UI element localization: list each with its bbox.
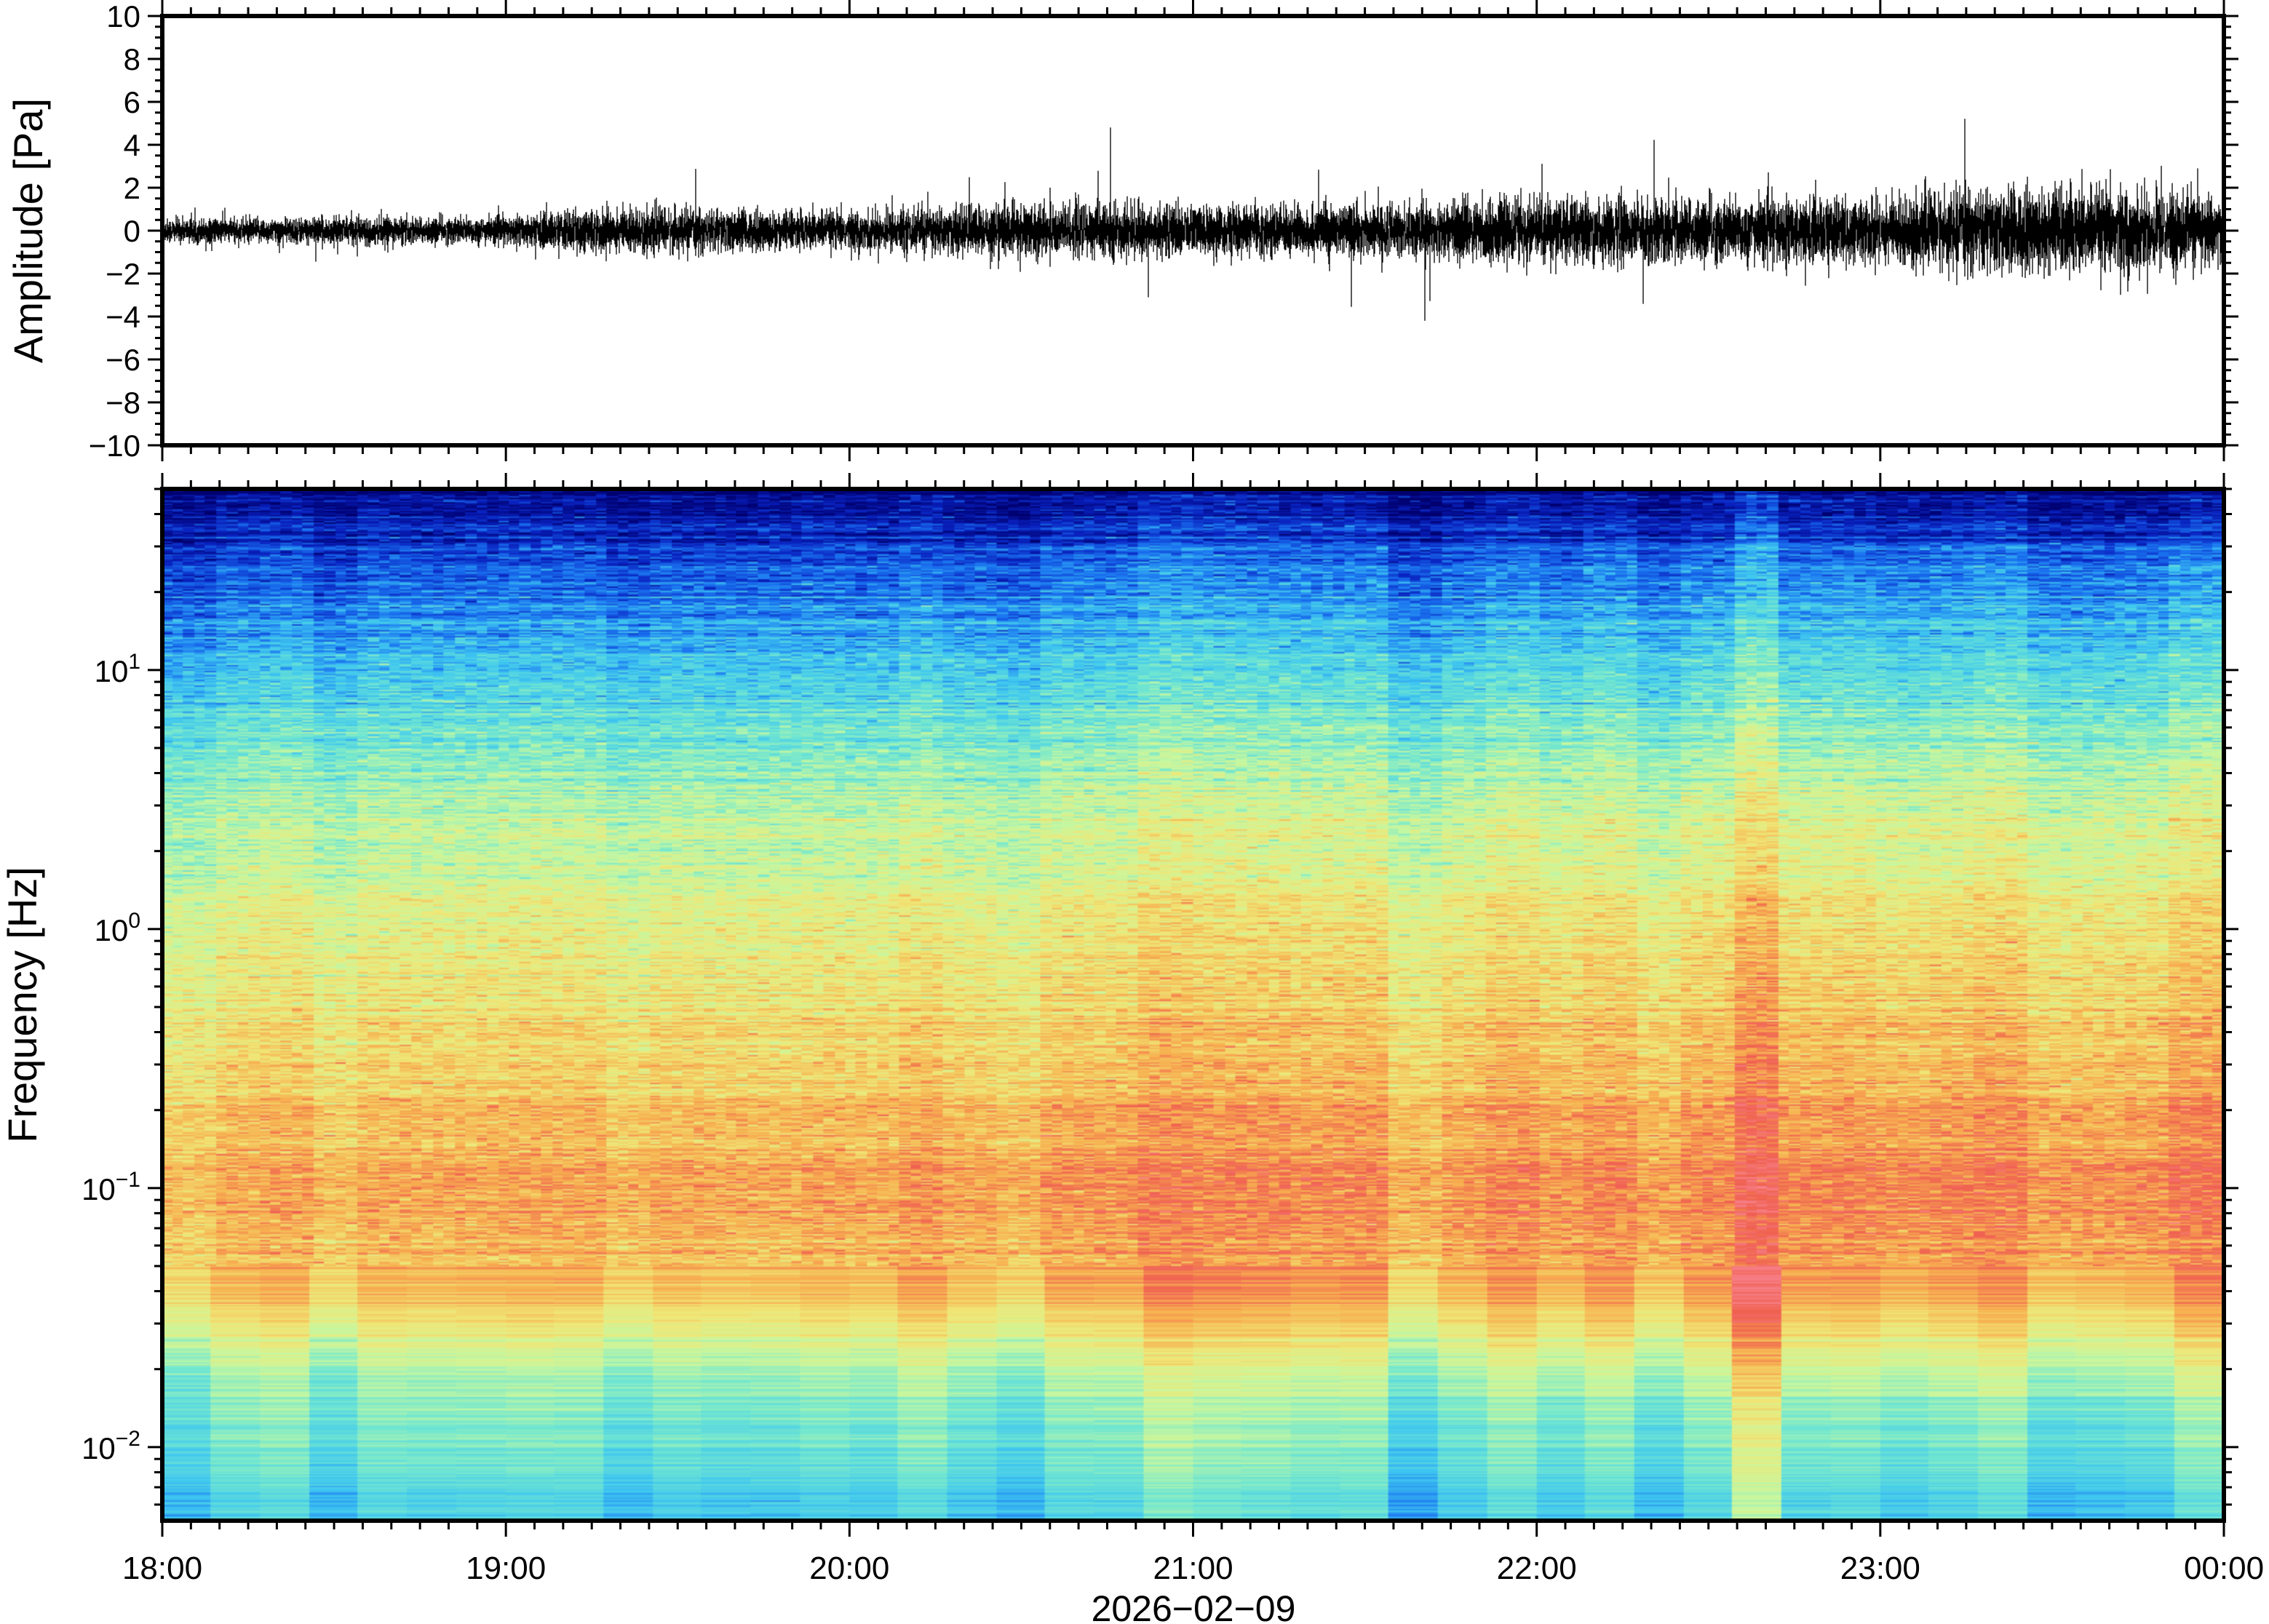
amplitude-tick-label: −6 (106, 343, 140, 377)
amplitude-tick-label: 4 (124, 128, 140, 162)
spectrogram-heatmap (162, 489, 2224, 1521)
axes: 10 8 6 4 2 0 −2 −4 −6 −8 −10 18:00 19:00 20:00 21:00 22… (82, 0, 2264, 1586)
frequency-tick-label: 10−2 (82, 1427, 140, 1465)
frequency-tick-label: 101 (95, 650, 140, 688)
amplitude-tick-label: −2 (106, 257, 140, 291)
amplitude-tick-label: −4 (106, 300, 140, 334)
time-tick-label: 21:00 (1153, 1551, 1233, 1586)
amplitude-tick-label: −8 (106, 386, 140, 420)
waveform-trace (163, 119, 2222, 321)
amplitude-axis-title: Amplitude [Pa] (5, 98, 51, 363)
time-tick-label: 19:00 (466, 1551, 546, 1586)
amplitude-tick-label: 8 (124, 42, 140, 76)
frequency-axis-title: Frequency [Hz] (0, 867, 45, 1143)
time-tick-label: 22:00 (1497, 1551, 1577, 1586)
amplitude-tick-label: 6 (124, 85, 140, 119)
amplitude-tick-label: 0 (124, 214, 140, 248)
amplitude-tick-label: 10 (106, 0, 140, 33)
time-tick-label: 20:00 (809, 1551, 889, 1586)
time-tick-label: 23:00 (1840, 1551, 1920, 1586)
time-tick-label: 18:00 (122, 1551, 202, 1586)
spectrogram-plot-frame (160, 487, 2226, 1523)
time-tick-label: 00:00 (2184, 1551, 2264, 1586)
amplitude-tick-label: 2 (124, 171, 140, 205)
frequency-tick-label: 10−1 (82, 1168, 140, 1206)
amplitude-tick-label: −10 (89, 429, 140, 463)
frequency-tick-label: 100 (95, 909, 140, 947)
waveform-line (163, 119, 2222, 321)
date-axis-title: 2026−02−09 (1092, 1588, 1296, 1624)
